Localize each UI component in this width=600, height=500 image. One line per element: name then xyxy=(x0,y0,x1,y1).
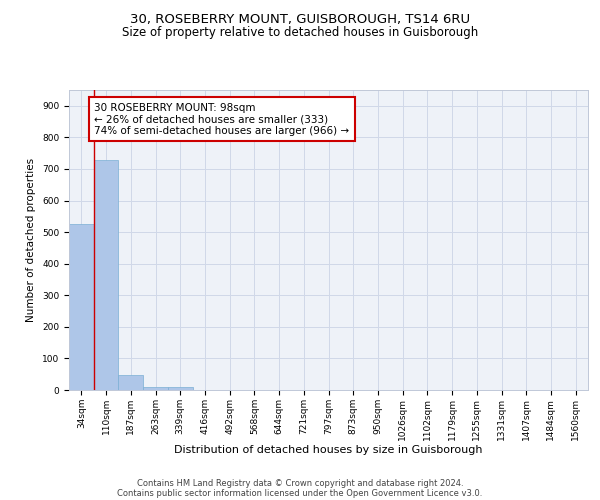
Y-axis label: Number of detached properties: Number of detached properties xyxy=(26,158,37,322)
Bar xyxy=(143,386,168,390)
Text: Contains public sector information licensed under the Open Government Licence v3: Contains public sector information licen… xyxy=(118,488,482,498)
Text: 30 ROSEBERRY MOUNT: 98sqm
← 26% of detached houses are smaller (333)
74% of semi: 30 ROSEBERRY MOUNT: 98sqm ← 26% of detac… xyxy=(94,102,349,136)
Bar xyxy=(69,224,94,390)
Bar xyxy=(94,160,118,390)
Bar xyxy=(168,387,193,390)
Text: Size of property relative to detached houses in Guisborough: Size of property relative to detached ho… xyxy=(122,26,478,39)
X-axis label: Distribution of detached houses by size in Guisborough: Distribution of detached houses by size … xyxy=(174,446,483,456)
Text: Contains HM Land Registry data © Crown copyright and database right 2024.: Contains HM Land Registry data © Crown c… xyxy=(137,478,463,488)
Text: 30, ROSEBERRY MOUNT, GUISBOROUGH, TS14 6RU: 30, ROSEBERRY MOUNT, GUISBOROUGH, TS14 6… xyxy=(130,12,470,26)
Bar xyxy=(118,375,143,390)
